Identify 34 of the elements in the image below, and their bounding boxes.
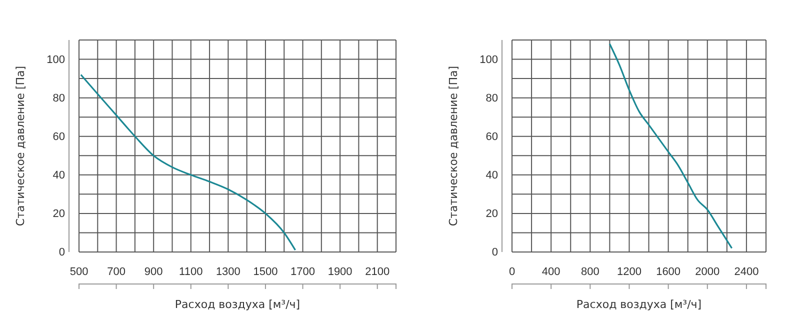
y-tick-label: 80 <box>486 92 498 104</box>
x-tick-label: 800 <box>580 266 600 278</box>
line-series <box>80 74 296 251</box>
x-tick-label: 1300 <box>216 266 240 278</box>
y-tick-label: 20 <box>486 208 498 220</box>
x-tick-label: 2000 <box>695 266 720 278</box>
x-tick-label: 700 <box>107 266 126 278</box>
y-axis-title: Статическое давление [Па] <box>14 66 27 226</box>
y-tick-label: 60 <box>52 130 65 143</box>
y-tick-label: 20 <box>52 208 65 220</box>
x-tick-label: 1200 <box>616 266 642 278</box>
y-tick-label: 0 <box>492 246 498 259</box>
x-axis-title: Расход воздуха [м³/ч] <box>576 298 702 311</box>
x-tick-label: 1600 <box>656 266 681 278</box>
x-tick-label: 900 <box>144 266 163 278</box>
x-tick-label: 1900 <box>328 266 352 278</box>
x-tick-label: 500 <box>70 266 88 278</box>
x-axis-title: Расход воздуха [м³/ч] <box>174 298 300 311</box>
x-tick-label: 1100 <box>179 266 203 278</box>
y-tick-label: 80 <box>52 92 65 104</box>
y-tick-label: 40 <box>486 169 498 182</box>
line-series <box>608 43 733 249</box>
x-tick-label: 2400 <box>734 266 759 278</box>
y-tick-label: 60 <box>486 130 498 143</box>
y-tick-label: 100 <box>480 54 498 66</box>
y-tick-label: 100 <box>46 54 65 66</box>
y-tick-label: 40 <box>52 169 65 182</box>
x-tick-label: 0 <box>508 266 516 278</box>
x-tick-label: 2100 <box>365 266 390 278</box>
y-tick-label: 0 <box>58 246 65 259</box>
x-tick-label: 1500 <box>253 266 278 278</box>
x-tick-label: 400 <box>542 266 560 278</box>
y-axis-title: Статическое давление [Па] <box>447 66 460 226</box>
x-tick-label: 1700 <box>290 266 316 278</box>
